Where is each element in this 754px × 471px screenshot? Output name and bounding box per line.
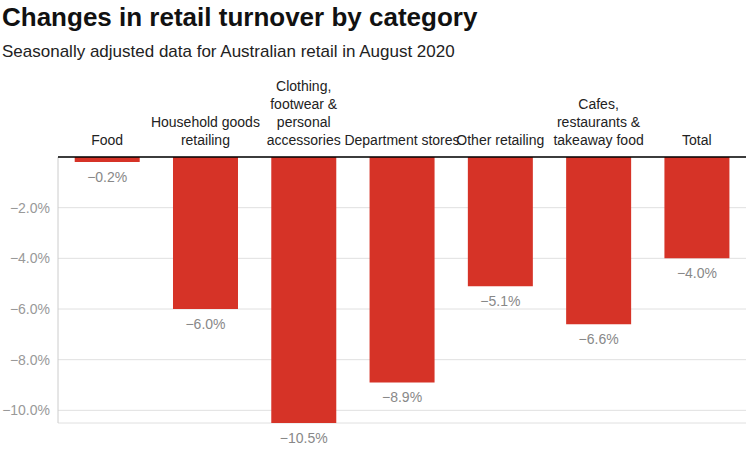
html-text:Changes in retail turnover by: Changes in retail turnover by category bbox=[2, 2, 478, 32]
svg-text:−8.9%: −8.9% bbox=[382, 389, 422, 405]
svg-text:footwear &: footwear & bbox=[270, 96, 338, 112]
svg-text:personal: personal bbox=[277, 114, 331, 130]
svg-text:−6.0%: −6.0% bbox=[185, 316, 225, 332]
svg-text:−6.6%: −6.6% bbox=[579, 331, 619, 347]
svg-text:takeaway food: takeaway food bbox=[553, 132, 643, 148]
svg-text:restaurants &: restaurants & bbox=[557, 114, 641, 130]
svg-text:−10.0%: −10.0% bbox=[8, 402, 50, 418]
svg-text:−4.0%: −4.0% bbox=[677, 265, 717, 281]
svg-text:−10.5%: −10.5% bbox=[280, 430, 328, 446]
svg-text:Household goods: Household goods bbox=[151, 114, 260, 130]
svg-text:retailing: retailing bbox=[181, 132, 230, 148]
svg-text:Clothing,: Clothing, bbox=[276, 80, 331, 94]
svg-text:−0.2%: −0.2% bbox=[87, 169, 127, 185]
svg-text:Other retailing: Other retailing bbox=[456, 132, 544, 148]
svg-text:−8.0%: −8.0% bbox=[10, 352, 50, 368]
html-text:Seasonally adjusted data for A: Seasonally adjusted data for Australian … bbox=[2, 42, 455, 61]
svg-text:accessories: accessories bbox=[267, 132, 341, 148]
svg-text:Total: Total bbox=[682, 132, 712, 148]
svg-text:−4.0%: −4.0% bbox=[10, 250, 50, 266]
svg-text:−2.0%: −2.0% bbox=[10, 200, 50, 216]
svg-text:−5.1%: −5.1% bbox=[480, 293, 520, 309]
svg-text:−6.0%: −6.0% bbox=[10, 301, 50, 317]
svg-text:Food: Food bbox=[91, 132, 123, 148]
svg-text:Department stores: Department stores bbox=[344, 132, 459, 148]
svg-text:Cafes,: Cafes, bbox=[578, 96, 618, 112]
